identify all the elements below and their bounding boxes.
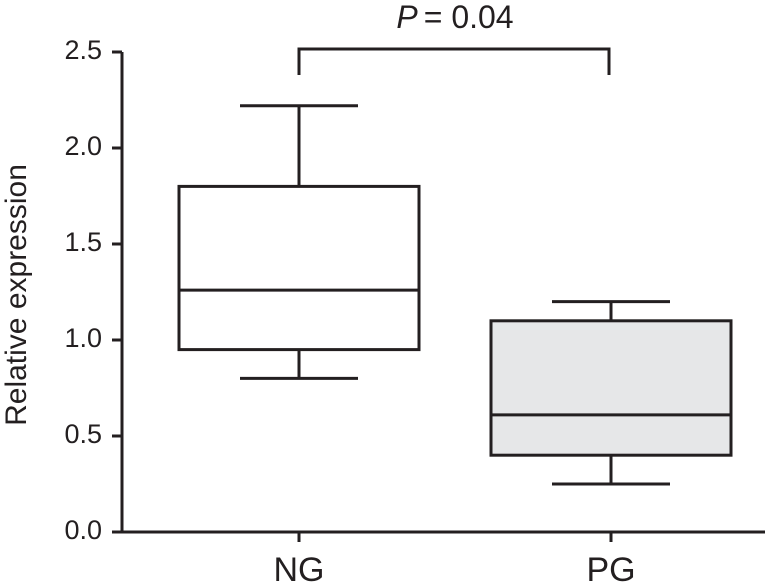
significance-bracket (297, 47, 611, 75)
y-axis-title: Relative expression (0, 164, 33, 426)
box (177, 184, 421, 352)
y-tick-label: 2.5 (64, 35, 102, 65)
x-tick-label: PG (586, 551, 635, 586)
x-tick-label: NG (274, 551, 325, 586)
y-tick-label: 0.5 (64, 419, 102, 449)
y-tick-label: 2.0 (64, 131, 102, 161)
y-tick-label: 0.0 (64, 515, 102, 545)
annotation-symbol: P (396, 0, 418, 35)
box (489, 319, 733, 457)
y-tick-label: 1.5 (64, 227, 102, 257)
y-tick-label: 1.0 (64, 323, 102, 353)
annotation-value: = 0.04 (424, 0, 514, 35)
annotation: P = 0.04 (396, 0, 513, 35)
